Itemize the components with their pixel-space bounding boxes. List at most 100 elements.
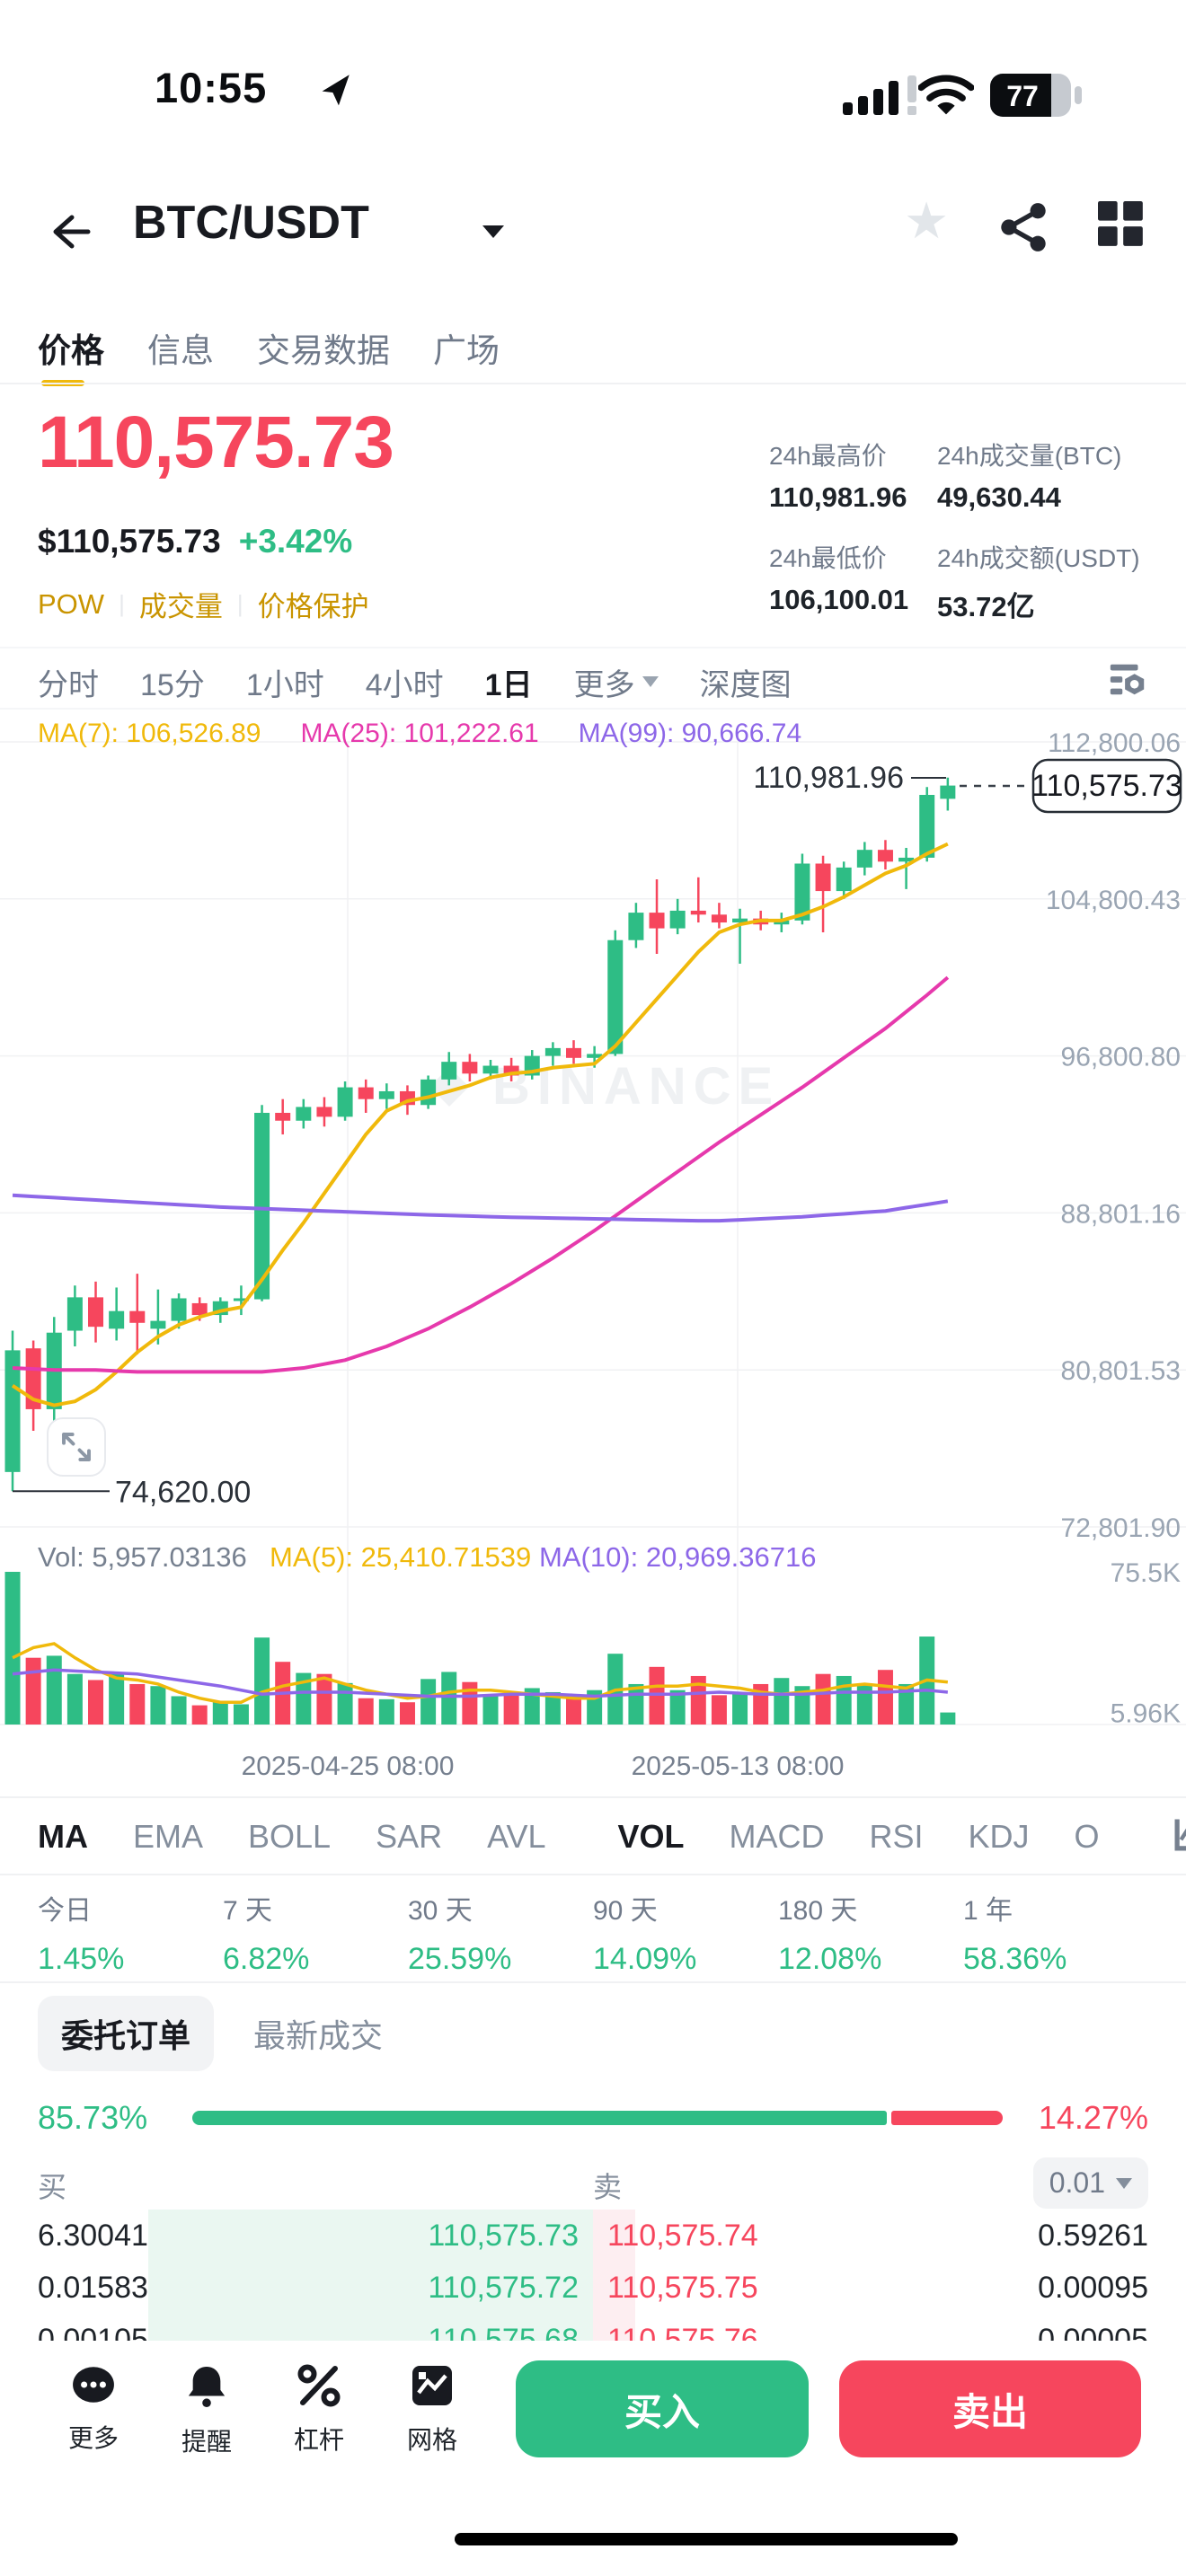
action-leverage[interactable]: 杠杆 <box>265 2364 373 2457</box>
indicator-VOL[interactable]: VOL <box>617 1818 685 1855</box>
interval-分时[interactable]: 分时 <box>38 667 99 702</box>
current-price-tag[interactable] <box>1031 758 1182 814</box>
home-indicator[interactable] <box>455 2533 958 2545</box>
ma25-line <box>12 975 950 1374</box>
interval-1小时[interactable]: 1小时 <box>245 667 324 702</box>
volume-bar <box>109 1672 125 1725</box>
orderbook-row[interactable]: 6.30041 110,575.73 110,575.74 0.59261 <box>38 2210 1148 2262</box>
action-grid-trade[interactable]: 网格 <box>378 2364 486 2457</box>
candle-body <box>732 918 748 923</box>
volume-bar <box>815 1673 831 1725</box>
orderbook-row[interactable]: 0.01583 110,575.72 110,575.75 0.00095 <box>38 2262 1148 2314</box>
sell-price[interactable]: 110,575.74 <box>607 2219 758 2253</box>
indicator-RSI[interactable]: RSI <box>869 1818 924 1855</box>
volume-bar <box>524 1688 540 1725</box>
alert-icon <box>186 2366 227 2413</box>
buy-percent: 85.73% <box>38 2099 148 2136</box>
volume-bar <box>690 1675 706 1725</box>
buy-price[interactable]: 110,575.72 <box>428 2271 579 2305</box>
sell-price[interactable]: 110,575.75 <box>607 2271 758 2305</box>
indicator-O[interactable]: O <box>1074 1818 1100 1855</box>
return-1: 7 天 6.82% <box>223 1888 408 1977</box>
orderbook-tabs: 委托订单 最新成交 <box>38 1996 383 2071</box>
price-axis-label: 80,801.53 <box>1061 1356 1181 1386</box>
candle-body <box>191 1302 208 1316</box>
indicator-settings-icon[interactable] <box>1107 659 1148 705</box>
tab-广场[interactable]: 广场 <box>433 332 500 369</box>
candle-body <box>566 1047 582 1058</box>
volume-bar <box>212 1702 228 1725</box>
sell-qty: 0.59261 <box>1038 2219 1148 2253</box>
tag-1[interactable]: 成交量 <box>138 591 223 622</box>
tab-latest-trades[interactable]: 最新成交 <box>253 2017 384 2054</box>
return-value: 12.08% <box>778 1942 882 1976</box>
indicator-MA[interactable]: MA <box>38 1818 88 1855</box>
stat-label: 24h成交额(USDT) <box>937 544 1140 572</box>
indicator-EMA[interactable]: EMA <box>133 1818 204 1855</box>
candle-body <box>877 850 893 862</box>
kline-edit-icon[interactable] <box>1172 1816 1186 1858</box>
candle-body <box>856 850 872 868</box>
tab-信息[interactable]: 信息 <box>147 332 214 369</box>
interval-1日[interactable]: 1日 <box>484 667 533 702</box>
fiat-price: $110,575.73 <box>38 523 221 560</box>
candle-body <box>316 1107 332 1117</box>
candle-body <box>815 863 831 892</box>
volume-legend: MA(10): 20,969.36716 <box>539 1541 817 1573</box>
orderbook-rows: 6.30041 110,575.73 110,575.74 0.59261 0.0158… <box>0 2210 1186 2366</box>
binance-watermark-logo <box>429 1067 469 1107</box>
stat-2: 24h最低价 106,100.01 <box>769 539 937 624</box>
date-axis-label: 2025-04-25 08:00 <box>242 1751 455 1781</box>
col-buy-label: 买 <box>38 2171 67 2203</box>
price-axis-label: 112,800.06 <box>1048 728 1181 758</box>
candle-body <box>378 1090 394 1099</box>
layout-grid-icon[interactable] <box>1098 201 1145 252</box>
candle-body <box>503 1065 519 1076</box>
interval-4小时[interactable]: 4小时 <box>365 667 444 702</box>
interval-more-button[interactable]: 更多 <box>574 660 659 704</box>
indicator-BOLL[interactable]: BOLL <box>248 1818 332 1855</box>
precision-dropdown[interactable]: 0.01 <box>1032 2157 1148 2209</box>
volume-bar <box>566 1697 582 1725</box>
volume-bar <box>129 1683 146 1725</box>
candle-body <box>66 1297 83 1331</box>
tab-open-orders[interactable]: 委托订单 <box>38 1996 215 2071</box>
action-label: 提醒 <box>181 2428 232 2456</box>
nav-tabs: 价格 信息 交易数据 广场 <box>38 314 500 386</box>
return-value: 1.45% <box>38 1942 125 1976</box>
indicator-AVL[interactable]: AVL <box>487 1818 546 1855</box>
chevron-down-icon <box>642 676 659 687</box>
sell-button[interactable]: 卖出 <box>839 2360 1141 2457</box>
change-percent: +3.42% <box>238 523 353 560</box>
back-button[interactable] <box>45 208 92 260</box>
asset-tags: POW | 成交量 | 价格保护 <box>38 584 369 624</box>
candle-body <box>462 1062 478 1074</box>
tab-交易数据[interactable]: 交易数据 <box>257 332 390 369</box>
indicator-SAR[interactable]: SAR <box>376 1818 443 1855</box>
pair-dropdown-icon[interactable] <box>482 225 505 243</box>
tab-价格[interactable]: 价格 <box>38 323 104 386</box>
action-more[interactable]: 更多 <box>40 2364 147 2455</box>
expand-icon <box>62 1433 91 1461</box>
tag-2[interactable]: 价格保护 <box>257 591 369 622</box>
current-price-tag-value: 110,575.73 <box>1031 769 1182 803</box>
fullscreen-button[interactable] <box>47 1417 106 1477</box>
stat-label: 24h成交量(BTC) <box>937 442 1122 470</box>
indicator-MACD[interactable]: MACD <box>729 1818 825 1855</box>
buy-button[interactable]: 买入 <box>516 2360 809 2457</box>
share-icon[interactable] <box>999 201 1048 258</box>
depth-chart-button[interactable]: 深度图 <box>699 667 792 702</box>
action-alert[interactable]: 提醒 <box>153 2364 261 2458</box>
candle-body <box>669 910 686 929</box>
indicator-KDJ[interactable]: KDJ <box>968 1818 1030 1855</box>
kline-chart[interactable]: BINANCE112,800.06104,800.4396,800.8088,8… <box>0 706 1186 1796</box>
pair-title[interactable]: BTC/USDT <box>133 197 369 249</box>
col-sell-label: 卖 <box>593 2171 623 2203</box>
buy-price[interactable]: 110,575.73 <box>428 2219 579 2253</box>
interval-15分[interactable]: 15分 <box>140 667 205 702</box>
price-axis-label: 96,800.80 <box>1061 1043 1181 1072</box>
favorite-star-icon[interactable]: ★ <box>904 192 950 249</box>
volume-bar <box>191 1705 208 1725</box>
tag-0[interactable]: POW <box>38 587 105 620</box>
interval-toolbar: 分时 15分 1小时 4小时 1日 更多 深度图 <box>38 656 1148 708</box>
